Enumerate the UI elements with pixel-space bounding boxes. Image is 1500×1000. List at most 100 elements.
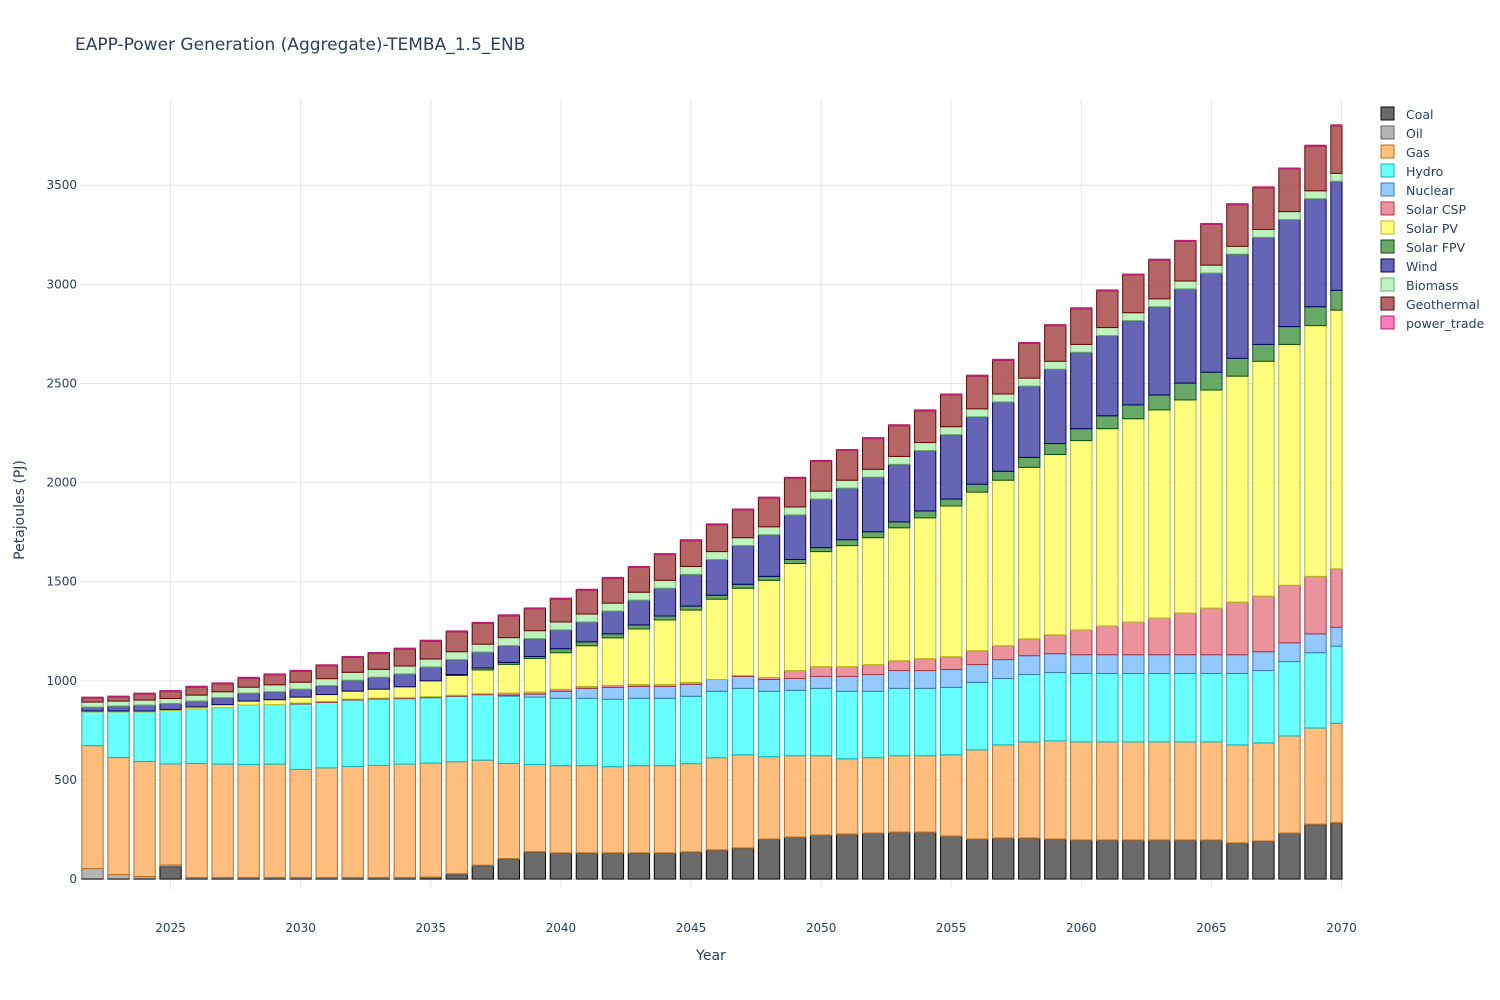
bar-segment[interactable] — [1252, 651, 1275, 672]
bar-segment[interactable] — [1278, 642, 1301, 663]
bar-segment[interactable] — [185, 700, 208, 708]
bar-segment[interactable] — [1148, 306, 1171, 396]
legend-item[interactable]: power_trade — [1380, 315, 1485, 331]
bar-segment[interactable] — [601, 602, 625, 612]
bar-segment[interactable] — [653, 765, 677, 854]
bar-segment[interactable] — [809, 460, 833, 492]
bar-segment[interactable] — [1018, 342, 1041, 379]
bar-segment[interactable] — [1200, 371, 1223, 391]
bar-segment[interactable] — [653, 587, 677, 617]
bar-segment[interactable] — [914, 409, 937, 412]
bar-segment[interactable] — [1226, 654, 1249, 675]
bar-segment[interactable] — [887, 687, 911, 757]
bar-segment[interactable] — [159, 866, 182, 880]
bar-segment[interactable] — [185, 708, 208, 765]
bar-segment[interactable] — [1044, 634, 1067, 655]
bar-segment[interactable] — [1174, 673, 1197, 743]
bar-segment[interactable] — [940, 434, 963, 500]
bar-segment[interactable] — [1070, 351, 1093, 430]
bar-segment[interactable] — [1018, 837, 1041, 880]
bar-segment[interactable] — [1226, 842, 1249, 880]
bar-segment[interactable] — [705, 523, 729, 526]
bar-segment[interactable] — [1174, 240, 1197, 282]
bar-segment[interactable] — [731, 675, 755, 689]
bar-segment[interactable] — [992, 470, 1015, 481]
bar-segment[interactable] — [1330, 645, 1343, 724]
bar-segment[interactable] — [367, 651, 390, 654]
bar-segment[interactable] — [966, 681, 989, 751]
bar-segment[interactable] — [679, 695, 703, 765]
bar-segment[interactable] — [367, 764, 390, 879]
bar-segment[interactable] — [653, 697, 677, 767]
bar-segment[interactable] — [757, 579, 781, 678]
bar-segment[interactable] — [1200, 673, 1223, 743]
bar-segment[interactable] — [861, 537, 885, 666]
bar-segment[interactable] — [1226, 375, 1249, 603]
bar-segment[interactable] — [523, 608, 547, 632]
bar-segment[interactable] — [445, 695, 468, 763]
bar-segment[interactable] — [783, 836, 807, 880]
bar-segment[interactable] — [81, 706, 104, 712]
bar-segment[interactable] — [289, 696, 312, 704]
bar-segment[interactable] — [237, 704, 260, 766]
bar-segment[interactable] — [992, 393, 1015, 403]
bar-segment[interactable] — [497, 858, 521, 880]
bar-segment[interactable] — [679, 573, 703, 607]
bar-segment[interactable] — [1122, 839, 1145, 880]
bar-segment[interactable] — [1122, 741, 1145, 841]
bar-segment[interactable] — [133, 761, 156, 878]
bar-segment[interactable] — [679, 605, 703, 611]
bar-segment[interactable] — [705, 594, 729, 600]
bar-segment[interactable] — [757, 575, 781, 581]
bar-segment[interactable] — [627, 852, 651, 880]
bar-segment[interactable] — [887, 832, 911, 880]
bar-segment[interactable] — [1278, 211, 1301, 221]
bar-segment[interactable] — [1252, 236, 1275, 345]
bar-segment[interactable] — [497, 645, 521, 663]
bar-segment[interactable] — [1018, 377, 1041, 387]
bar-segment[interactable] — [263, 674, 286, 686]
bar-segment[interactable] — [835, 448, 859, 451]
bar-segment[interactable] — [159, 702, 182, 710]
bar-segment[interactable] — [549, 690, 573, 699]
bar-segment[interactable] — [549, 621, 573, 631]
bar-segment[interactable] — [263, 691, 286, 701]
bar-segment[interactable] — [497, 663, 521, 694]
bar-segment[interactable] — [1122, 404, 1145, 420]
legend-item[interactable]: Solar PV — [1380, 220, 1458, 236]
bar-segment[interactable] — [133, 692, 156, 695]
bar-segment[interactable] — [1018, 741, 1041, 839]
bar-segment[interactable] — [1070, 673, 1093, 743]
bar-segment[interactable] — [575, 765, 599, 854]
bar-segment[interactable] — [263, 704, 286, 765]
bar-segment[interactable] — [1148, 258, 1171, 261]
bar-segment[interactable] — [289, 681, 312, 690]
bar-segment[interactable] — [211, 697, 234, 706]
bar-segment[interactable] — [445, 659, 468, 676]
bar-segment[interactable] — [393, 673, 416, 688]
bar-segment[interactable] — [1044, 443, 1067, 455]
bar-segment[interactable] — [783, 755, 807, 838]
bar-segment[interactable] — [1200, 654, 1223, 675]
bar-segment[interactable] — [211, 763, 234, 879]
bar-segment[interactable] — [263, 684, 286, 693]
bar-segment[interactable] — [1044, 740, 1067, 840]
bar-segment[interactable] — [601, 852, 625, 880]
bar-segment[interactable] — [757, 534, 781, 577]
bar-segment[interactable] — [809, 551, 833, 668]
bar-segment[interactable] — [107, 700, 130, 707]
bar-segment[interactable] — [1096, 625, 1119, 656]
bar-segment[interactable] — [757, 497, 781, 528]
bar-segment[interactable] — [601, 698, 625, 768]
bar-segment[interactable] — [861, 832, 885, 880]
bar-segment[interactable] — [627, 697, 651, 767]
bar-segment[interactable] — [471, 759, 494, 866]
bar-segment[interactable] — [393, 647, 416, 650]
bar-segment[interactable] — [1278, 219, 1301, 328]
bar-segment[interactable] — [1226, 744, 1249, 844]
bar-segment[interactable] — [1148, 617, 1171, 656]
bar-segment[interactable] — [107, 874, 130, 879]
bar-segment[interactable] — [1148, 741, 1171, 841]
bar-segment[interactable] — [809, 459, 833, 462]
bar-segment[interactable] — [1096, 290, 1119, 329]
